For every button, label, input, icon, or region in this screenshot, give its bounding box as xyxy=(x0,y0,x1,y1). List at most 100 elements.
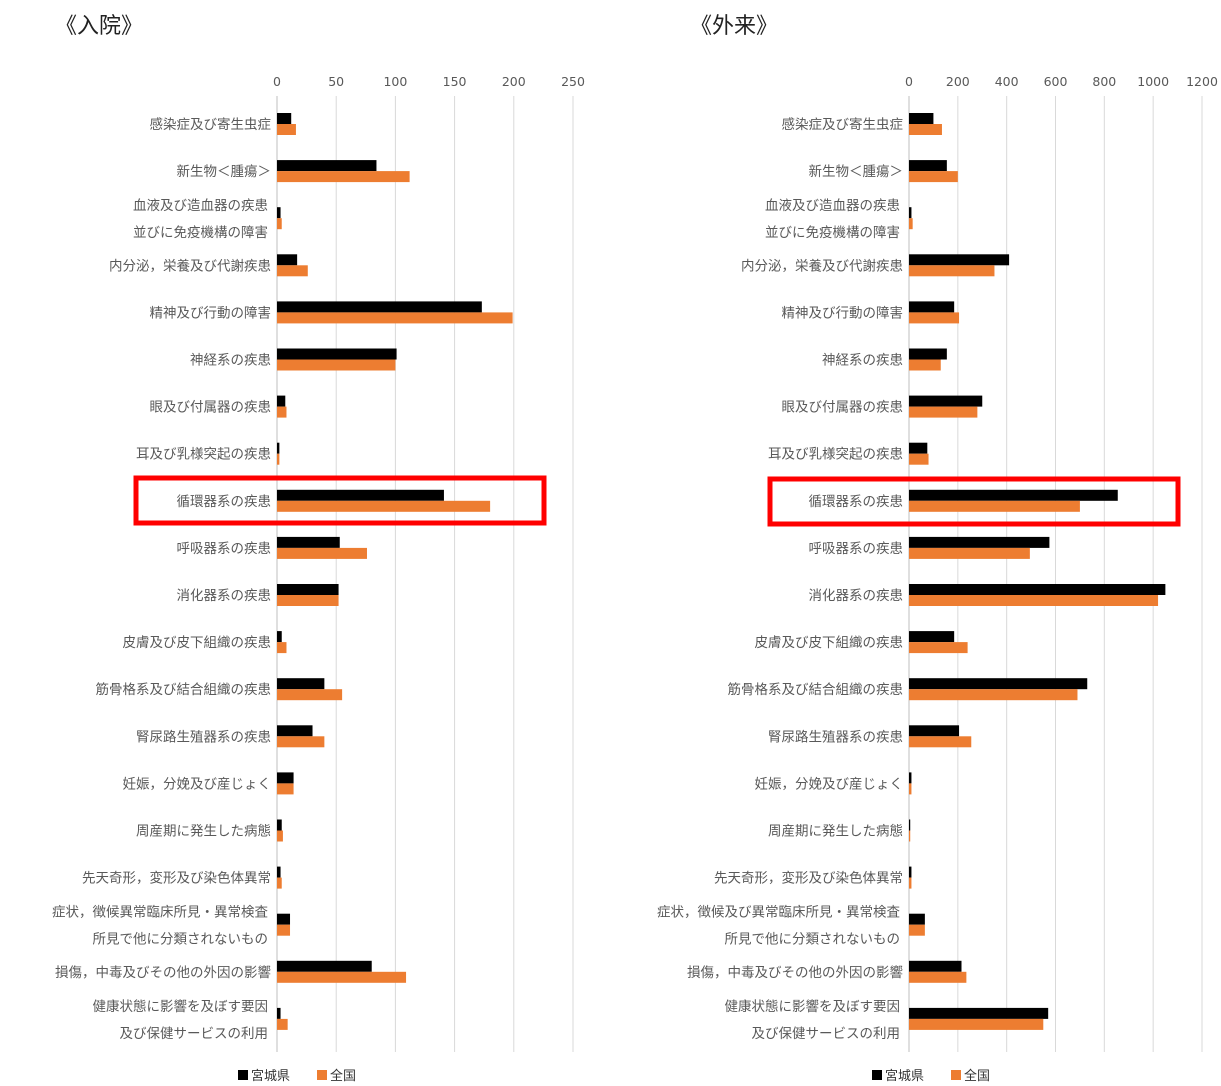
outpatient-tick-label: 800 xyxy=(1092,74,1116,89)
inpatient-bar-全国 xyxy=(277,312,513,324)
inpatient-category-label: 健康状態に影響を及ぼす要因 xyxy=(93,998,269,1015)
outpatient-tick-label: 1200 xyxy=(1186,74,1218,89)
outpatient-bar-宮城県 xyxy=(909,866,912,878)
outpatient-bar-全国 xyxy=(909,783,912,795)
inpatient-bar-宮城県 xyxy=(277,348,397,360)
outpatient-bar-全国 xyxy=(909,171,958,183)
outpatient-bar-宮城県 xyxy=(909,1007,1049,1019)
inpatient-bar-全国 xyxy=(277,689,343,701)
outpatient-category-label: 内分泌，栄養及び代謝疾患 xyxy=(741,257,903,274)
outpatient-category-label: 及び保健サービスの利用 xyxy=(752,1026,901,1042)
inpatient-bar-全国 xyxy=(277,783,294,795)
outpatient-category-label: 所見で他に分類されないもの xyxy=(725,932,901,948)
inpatient-category-label: 眼及び付属器の疾患 xyxy=(150,400,272,416)
inpatient-category-label: 耳及び乳様突起の疾患 xyxy=(136,447,271,463)
inpatient-bar-全国 xyxy=(277,547,367,559)
inpatient-bar-全国 xyxy=(277,171,410,183)
outpatient-legend-label: 宮城県 xyxy=(885,1068,924,1084)
inpatient-bar-宮城県 xyxy=(277,631,282,643)
inpatient-bar-全国 xyxy=(277,924,291,936)
inpatient-bar-宮城県 xyxy=(277,301,482,313)
inpatient-chart-title: 《入院》 xyxy=(55,14,143,39)
inpatient-bar-全国 xyxy=(277,830,283,842)
inpatient-category-label: 内分泌，栄養及び代謝疾患 xyxy=(109,257,271,274)
inpatient-bar-全国 xyxy=(277,359,396,371)
outpatient-chart-title: 《外来》 xyxy=(690,14,778,39)
outpatient-category-label: 感染症及び寄生虫症 xyxy=(782,116,904,133)
inpatient-legend-label: 宮城県 xyxy=(251,1068,290,1084)
inpatient-bar-全国 xyxy=(277,265,308,277)
outpatient-legend-label: 全国 xyxy=(964,1068,990,1084)
inpatient-bar-宮城県 xyxy=(277,536,340,548)
outpatient-category-label: 損傷，中毒及びその他の外因の影響 xyxy=(687,964,903,981)
outpatient-category-label: 症状，徴候及び異常臨床所見・異常検査 xyxy=(657,905,900,921)
inpatient-bar-全国 xyxy=(277,124,296,135)
inpatient-tick-label: 0 xyxy=(273,74,281,89)
inpatient-bar-全国 xyxy=(277,218,282,230)
inpatient-bar-全国 xyxy=(277,642,287,654)
outpatient-bar-全国 xyxy=(909,689,1078,701)
outpatient-tick-label: 200 xyxy=(946,74,970,89)
inpatient-bar-宮城県 xyxy=(277,725,313,737)
inpatient-category-label: 及び保健サービスの利用 xyxy=(120,1026,269,1042)
inpatient-bar-宮城県 xyxy=(277,772,294,784)
outpatient-bar-全国 xyxy=(909,500,1080,512)
outpatient-category-label: 消化器系の疾患 xyxy=(809,588,904,604)
inpatient-highlight-box xyxy=(133,475,547,526)
outpatient-category-label: 先天奇形，変形及び染色体異常 xyxy=(714,870,903,887)
outpatient-bar-全国 xyxy=(909,642,968,654)
outpatient-category-label: 並びに免疫機構の障害 xyxy=(765,225,900,241)
outpatient-bar-宮城県 xyxy=(909,960,962,972)
outpatient-bar-宮城県 xyxy=(909,631,955,643)
inpatient-legend-swatch xyxy=(238,1070,248,1080)
outpatient-bar-全国 xyxy=(909,971,967,983)
inpatient-category-label: 妊娠，分娩及び産じょく xyxy=(123,776,272,792)
outpatient-bar-全国 xyxy=(909,736,972,748)
outpatient-legend-swatch xyxy=(951,1070,961,1080)
inpatient-category-label: 感染症及び寄生虫症 xyxy=(150,116,272,133)
outpatient-bar-宮城県 xyxy=(909,678,1088,690)
outpatient-bar-全国 xyxy=(909,830,911,842)
inpatient-bar-全国 xyxy=(277,500,491,512)
inpatient-category-label: 先天奇形，変形及び染色体異常 xyxy=(82,870,271,887)
inpatient-bar-宮城県 xyxy=(277,207,281,219)
outpatient-category-label: 周産期に発生した病態 xyxy=(768,824,903,840)
inpatient-tick-label: 200 xyxy=(502,74,526,89)
outpatient-category-label: 神経系の疾患 xyxy=(822,353,903,369)
inpatient-bar-宮城県 xyxy=(277,819,282,831)
inpatient-bar-宮城県 xyxy=(277,960,372,972)
outpatient-bar-宮城県 xyxy=(909,160,947,172)
inpatient-category-label: 筋骨格系及び結合組織の疾患 xyxy=(96,681,272,698)
inpatient-bar-宮城県 xyxy=(277,913,291,925)
inpatient-category-label: 精神及び行動の障害 xyxy=(150,305,272,321)
inpatient-bar-全国 xyxy=(277,453,280,465)
inpatient-bar-全国 xyxy=(277,736,325,748)
outpatient-bar-宮城県 xyxy=(909,725,960,737)
outpatient-highlight-box xyxy=(767,476,1181,527)
outpatient-bar-全国 xyxy=(909,265,995,277)
inpatient-legend-label: 全国 xyxy=(330,1068,356,1084)
outpatient-bar-全国 xyxy=(909,124,942,135)
inpatient-bar-全国 xyxy=(277,1018,288,1030)
inpatient-bar-全国 xyxy=(277,595,339,606)
inpatient-category-label: 並びに免疫機構の障害 xyxy=(133,225,268,241)
outpatient-bar-宮城県 xyxy=(909,395,983,407)
outpatient-bar-宮城県 xyxy=(909,254,1010,266)
outpatient-bar-宮城県 xyxy=(909,301,955,313)
inpatient-category-label: 呼吸器系の疾患 xyxy=(177,541,272,557)
inpatient-category-label: 皮膚及び皮下組織の疾患 xyxy=(123,635,272,651)
outpatient-bar-全国 xyxy=(909,406,978,418)
inpatient-bar-宮城県 xyxy=(277,395,286,407)
outpatient-bar-全国 xyxy=(909,359,941,371)
outpatient-bar-宮城県 xyxy=(909,442,928,454)
outpatient-category-label: 皮膚及び皮下組織の疾患 xyxy=(755,635,904,651)
outpatient-bar-全国 xyxy=(909,1018,1044,1030)
inpatient-bar-宮城県 xyxy=(277,489,444,501)
inpatient-category-label: 循環器系の疾患 xyxy=(177,494,272,510)
outpatient-tick-label: 1000 xyxy=(1137,74,1169,89)
inpatient-bar-宮城県 xyxy=(277,866,281,878)
outpatient-bar-宮城県 xyxy=(909,113,934,124)
outpatient-bar-宮城県 xyxy=(909,819,911,831)
outpatient-bar-宮城県 xyxy=(909,536,1050,548)
outpatient-bar-宮城県 xyxy=(909,772,912,784)
